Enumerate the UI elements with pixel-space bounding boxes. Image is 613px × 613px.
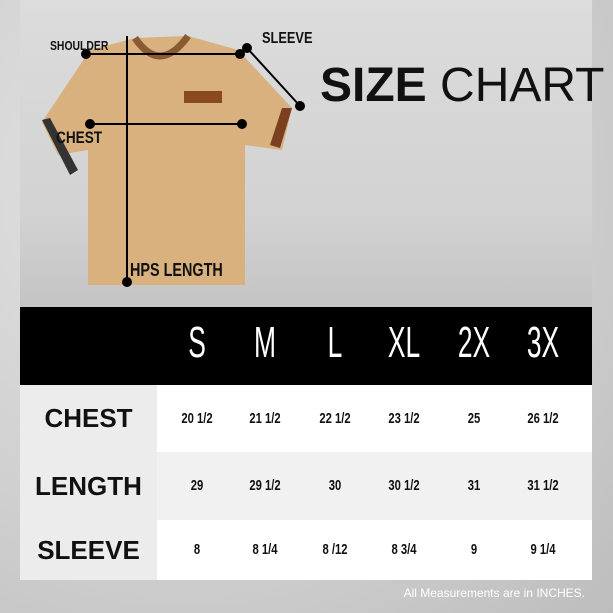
table-cell: 30 1/2 <box>388 477 420 494</box>
sleeve-trim-right <box>270 108 292 148</box>
table-cell: 9 1/4 <box>530 541 556 558</box>
table-cell: 30 <box>328 477 342 494</box>
table-cell: 31 1/2 <box>527 477 559 494</box>
tshirt-shape <box>42 36 292 285</box>
row-label: SLEEVE <box>20 520 157 580</box>
table-row-chest: CHEST 20 1/2 21 1/2 22 1/2 23 1/2 25 26 1/2 <box>20 385 592 452</box>
sleeve-label: SLEEVE <box>262 30 313 47</box>
collar-trim <box>132 33 191 60</box>
size-header-l: L <box>327 318 343 367</box>
table-cell: 8 1/4 <box>252 541 278 558</box>
table-cell: 29 1/2 <box>249 477 281 494</box>
table-cell: 22 1/2 <box>319 409 351 427</box>
table-cell: 31 <box>467 477 481 494</box>
row-label: LENGTH <box>20 452 157 520</box>
row-label: CHEST <box>20 385 157 452</box>
table-cell: 25 <box>467 409 481 427</box>
shoulder-label: SHOULDER <box>50 38 109 53</box>
size-header-s: S <box>188 318 206 367</box>
table-cell: 8 3/4 <box>391 541 417 558</box>
size-header-m: M <box>254 318 276 367</box>
table-cell: 29 <box>190 477 204 494</box>
table-cell: 8 <box>193 541 201 558</box>
sleeve-trim-left <box>42 118 78 175</box>
pocket-trim <box>184 91 222 103</box>
table-cell: 26 1/2 <box>527 409 559 427</box>
table-cell: 23 1/2 <box>388 409 420 427</box>
size-header-2x: 2X <box>457 318 491 367</box>
table-row-sleeve: SLEEVE 8 8 1/4 8 /12 8 3/4 9 9 1/4 <box>20 520 592 580</box>
table-cell: 21 1/2 <box>249 409 281 427</box>
footnote: All Measurements are in INCHES. <box>403 586 585 600</box>
page-title: SIZE CHART <box>320 59 605 112</box>
size-header-xl: XL <box>387 318 421 367</box>
chest-label: CHEST <box>56 128 103 147</box>
table-cell: 8 /12 <box>322 541 348 558</box>
table-cell: 20 1/2 <box>181 409 213 427</box>
length-label: HPS LENGTH <box>130 260 223 280</box>
table-cell: 9 <box>470 541 478 558</box>
sleeve-line <box>246 47 301 107</box>
size-header-band <box>20 307 592 385</box>
table-row-length: LENGTH 29 29 1/2 30 30 1/2 31 31 1/2 <box>20 452 592 520</box>
size-header-3x: 3X <box>526 318 560 367</box>
tshirt-diagram <box>42 33 305 287</box>
